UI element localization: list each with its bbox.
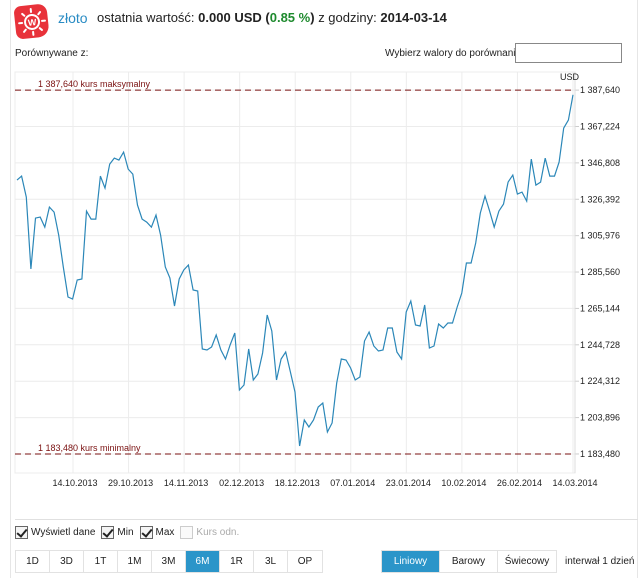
min-label-text: Min [117,526,134,538]
y-tick-label: 1 265,144 [580,303,620,313]
y-tick-label: 1 305,976 [580,231,620,241]
y-tick-label: 1 224,312 [580,376,620,386]
range-button-1r[interactable]: 1R [220,551,254,572]
interval-label: interwał 1 dzień [565,556,635,567]
compare-picker-label: Wybierz walory do porównania [385,48,522,59]
y-tick-label: 1 285,560 [580,267,620,277]
range-button-3m[interactable]: 3M [152,551,186,572]
range-button-1t[interactable]: 1T [84,551,118,572]
y-tick-label: 1 387,640 [580,85,620,95]
max-label: 1 387,640 kurs maksymalny [38,79,151,89]
paren-close: ) [310,10,315,25]
chart-type-button-2[interactable]: Świecowy [498,551,556,572]
x-tick-label: 26.02.2014 [497,478,542,488]
range-button-1d[interactable]: 1D [16,551,50,572]
y-tick-label: 1 244,728 [580,340,620,350]
max-label-text: Max [155,526,175,538]
x-tick-label: 10.02.2014 [441,478,486,488]
svg-text:W: W [27,17,37,28]
last-value-label: ostatnia wartość: [97,10,195,25]
min-checkbox[interactable] [101,525,115,539]
ref-rate-label: Kurs odn. [196,526,240,538]
last-date: 2014-03-14 [380,10,447,25]
change-percent: 0.85 % [269,10,311,25]
compare-search-input[interactable] [515,43,622,63]
price-chart: 1 387,640 1 367,224 1 346,808 1 326,392 1 30… [14,71,620,488]
asset-name: złoto [58,10,88,26]
y-tick-label: 1 203,896 [580,413,620,423]
y-tick-label: 1 183,480 [580,449,620,459]
range-button-3l[interactable]: 3L [254,551,288,572]
range-selector: 1D 3D 1T 1M 3M 6M 1R 3L OP [15,550,323,573]
widget-frame [10,0,638,578]
last-value-summary: ostatnia wartość: 0.000 USD (0.85 %) z g… [97,10,447,25]
chart-type-selector: Liniowy Barowy Świecowy [381,550,557,573]
range-button-3d[interactable]: 3D [50,551,84,572]
range-button-1m[interactable]: 1M [118,551,152,572]
x-tick-label: 23.01.2014 [386,478,431,488]
y-tick-label: 1 326,392 [580,194,620,204]
price-series-line [16,94,574,447]
show-data-label: Wyświetl dane [31,526,96,538]
x-tick-label: 29.10.2013 [108,478,153,488]
x-tick-label: 07.01.2014 [330,478,375,488]
brand-logo: W [13,3,50,40]
chart-grid [14,71,576,474]
y-tick-label: 1 346,808 [580,158,620,168]
chart-axes: 1 387,640 1 367,224 1 346,808 1 326,392 1 30… [52,72,620,488]
chart-type-button-1[interactable]: Barowy [440,551,498,572]
sun-logo-icon: W [18,8,46,36]
range-button-op[interactable]: OP [288,551,322,572]
last-value: 0.000 USD [198,10,262,25]
time-label: z godziny: [318,10,377,25]
compared-with-label: Porównywane z: [15,48,89,59]
x-tick-label: 14.11.2013 [164,478,208,488]
x-tick-label: 02.12.2013 [219,478,264,488]
min-label: 1 183,480 kurs minimalny [38,443,141,453]
max-checkbox[interactable] [139,525,153,539]
ref-rate-checkbox[interactable] [180,525,194,539]
x-tick-label: 14.03.2014 [552,478,597,488]
show-data-checkbox[interactable] [15,525,28,539]
currency-label: USD [560,72,580,82]
display-options: Wyświetl dane Min Max Kurs odn. [15,524,245,540]
divider [15,519,638,520]
y-tick-label: 1 367,224 [580,121,620,131]
range-button-6m[interactable]: 6M [186,551,220,572]
x-tick-label: 14.10.2013 [52,478,97,488]
x-tick-label: 18.12.2013 [275,478,320,488]
paren-open: ( [265,10,270,25]
chart-type-button-0[interactable]: Liniowy [382,551,440,572]
